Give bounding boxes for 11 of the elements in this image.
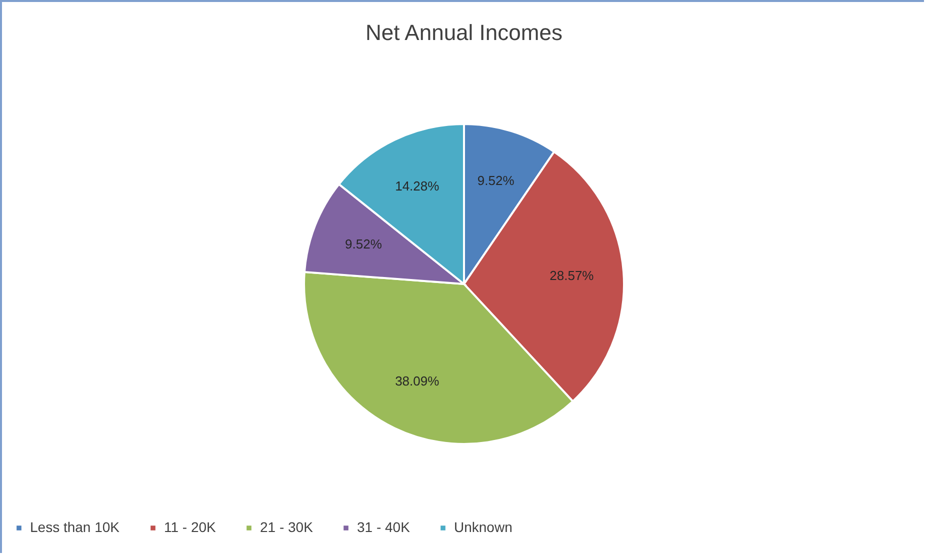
legend-label: 21 - 30K (260, 519, 314, 535)
data-label: 38.09% (395, 373, 440, 388)
data-label: 9.52% (345, 236, 382, 252)
legend-label: 31 - 40K (357, 519, 411, 535)
data-label: 14.28% (395, 178, 440, 194)
chart-title: Net Annual Incomes (366, 20, 562, 45)
legend-label: Unknown (454, 519, 512, 535)
legend-label: 11 - 20K (164, 519, 217, 535)
legend-label: Less than 10K (30, 519, 120, 535)
data-label: 28.57% (550, 268, 594, 283)
data-label: 9.52% (477, 172, 515, 188)
